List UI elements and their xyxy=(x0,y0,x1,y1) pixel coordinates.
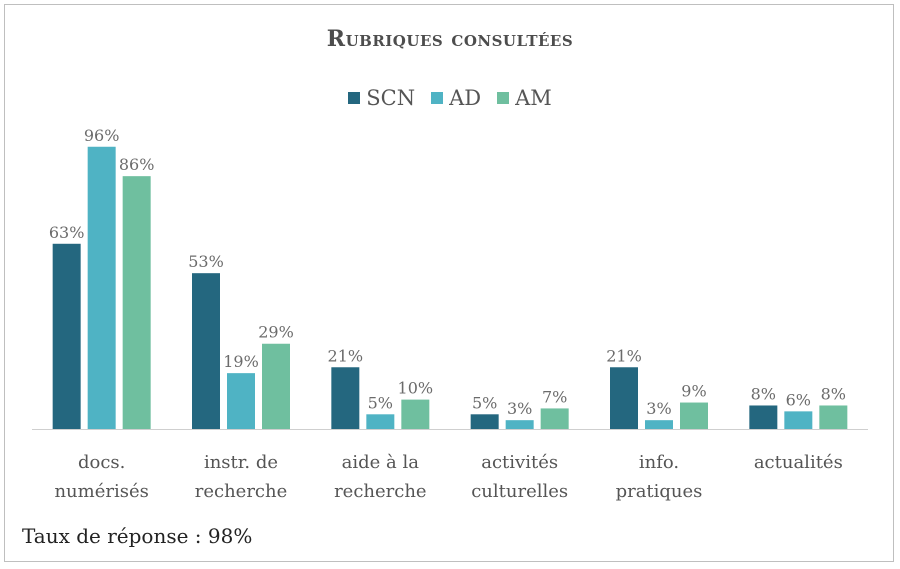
bar-am-3 xyxy=(540,408,569,429)
bar-scn-5 xyxy=(749,405,778,429)
data-label-scn-2: 21% xyxy=(328,346,364,365)
bar-am-5 xyxy=(819,405,848,429)
data-label-am-5: 8% xyxy=(821,384,846,403)
bar-scn-4 xyxy=(610,367,638,429)
bar-ad-1 xyxy=(227,373,255,429)
category-label-0-1: numérisés xyxy=(54,481,148,502)
legend-label-scn: SCN xyxy=(366,86,416,110)
bar-am-0 xyxy=(122,176,151,429)
bar-scn-2 xyxy=(331,367,360,429)
category-label-0-0: docs. xyxy=(78,452,125,473)
bar-ad-5 xyxy=(784,411,813,429)
bar-scn-1 xyxy=(192,273,220,429)
chart-title: Rubriques consultées xyxy=(326,26,574,52)
data-label-am-3: 7% xyxy=(542,387,567,406)
category-label-4-0: info. xyxy=(639,452,679,473)
data-label-ad-2: 5% xyxy=(368,393,393,412)
category-label-1-1: recherche xyxy=(195,481,288,502)
category-label-3-0: activités xyxy=(481,452,558,473)
data-label-scn-0: 63% xyxy=(49,223,85,242)
data-label-ad-4: 3% xyxy=(646,399,671,418)
bar-ad-4 xyxy=(645,420,673,429)
category-label-2-0: aide à la xyxy=(342,452,420,473)
bar-ad-0 xyxy=(87,146,116,429)
data-label-ad-1: 19% xyxy=(223,352,259,371)
legend-label-am: AM xyxy=(515,86,552,110)
category-label-3-1: culturelles xyxy=(471,481,568,502)
data-label-scn-4: 21% xyxy=(606,346,642,365)
data-label-ad-3: 3% xyxy=(507,399,532,418)
legend-item-scn: SCN xyxy=(348,86,415,110)
legend-swatch-ad xyxy=(431,92,444,104)
category-label-2-1: recherche xyxy=(334,481,427,502)
legend-item-am: AM xyxy=(497,86,552,110)
bar-ad-3 xyxy=(505,420,534,429)
bar-am-2 xyxy=(401,399,430,429)
legend-label-ad: AD xyxy=(449,86,482,110)
legend-swatch-scn xyxy=(348,92,361,104)
data-label-am-2: 10% xyxy=(398,379,434,398)
bar-scn-3 xyxy=(470,414,499,429)
data-label-scn-5: 8% xyxy=(751,384,776,403)
category-label-5-0: actualités xyxy=(754,452,843,473)
bar-scn-0 xyxy=(52,243,81,429)
category-label-1-0: instr. de xyxy=(204,452,278,473)
bar-am-4 xyxy=(680,402,708,429)
bar-ad-2 xyxy=(366,414,395,429)
response-rate-note: Taux de réponse : 98% xyxy=(22,524,253,548)
data-label-am-1: 29% xyxy=(258,323,294,342)
bar-am-1 xyxy=(262,343,290,429)
data-label-scn-3: 5% xyxy=(472,393,497,412)
legend-swatch-am xyxy=(497,92,510,104)
data-label-scn-1: 53% xyxy=(188,252,224,271)
data-label-ad-5: 6% xyxy=(786,390,811,409)
category-label-4-1: pratiques xyxy=(616,481,703,502)
data-label-ad-0: 96% xyxy=(84,126,120,145)
data-label-am-4: 9% xyxy=(681,382,706,401)
data-label-am-0: 86% xyxy=(119,155,155,174)
chart-frame xyxy=(4,4,894,562)
legend-item-ad: AD xyxy=(431,86,481,110)
chart-legend: SCN AD AM xyxy=(0,86,900,110)
